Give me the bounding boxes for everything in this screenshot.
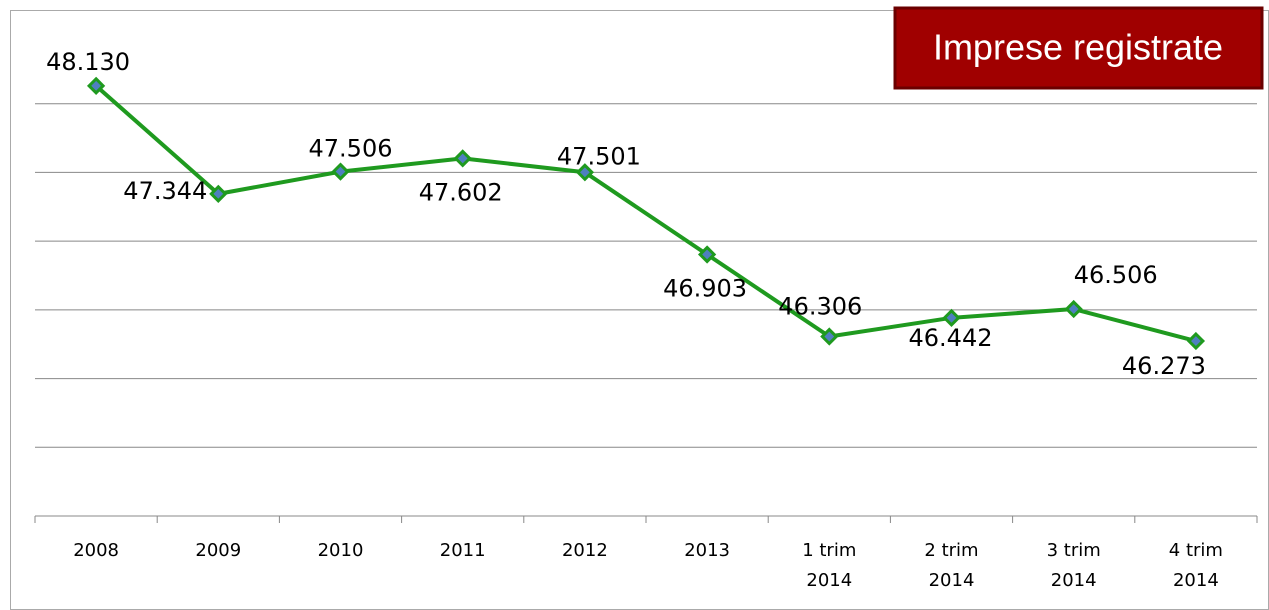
marker <box>942 308 961 327</box>
x-tick-label: 2008 <box>73 540 119 561</box>
data-label: 47.344 <box>123 177 207 205</box>
data-label: 47.602 <box>419 178 503 206</box>
x-tick-label: 2009 <box>195 540 242 561</box>
data-label: 47.506 <box>309 135 393 163</box>
data-label: 48.130 <box>46 48 130 76</box>
x-tick-label: 2010 <box>317 540 364 561</box>
x-tick-label: 2012 <box>561 540 608 561</box>
marker <box>575 163 595 182</box>
x-tick-label: 1 trim 2014 <box>802 540 857 591</box>
marker <box>1064 299 1083 319</box>
marker <box>820 327 839 346</box>
data-label: 46.903 <box>663 274 747 302</box>
data-label: 46.273 <box>1122 352 1206 380</box>
data-label: 46.442 <box>909 324 993 352</box>
x-tick-label: 4 trim 2014 <box>1168 540 1223 591</box>
data-label: 46.506 <box>1074 261 1158 289</box>
x-tick-label: 2 trim 2014 <box>924 540 979 591</box>
x-tick-label: 2013 <box>684 540 730 561</box>
marker <box>453 149 472 168</box>
x-tick-label: 2011 <box>439 540 486 561</box>
x-tick-label: 3 trim 2014 <box>1046 540 1101 591</box>
title-box <box>893 6 1264 90</box>
data-label: 46.306 <box>778 293 862 321</box>
marker <box>209 184 228 203</box>
line <box>94 84 1197 343</box>
data-label: 47.501 <box>557 142 641 170</box>
chart-title: Imprese registrate <box>933 27 1223 68</box>
marker <box>1186 331 1206 351</box>
marker <box>86 76 106 95</box>
marker <box>697 245 717 264</box>
marker <box>331 162 350 181</box>
